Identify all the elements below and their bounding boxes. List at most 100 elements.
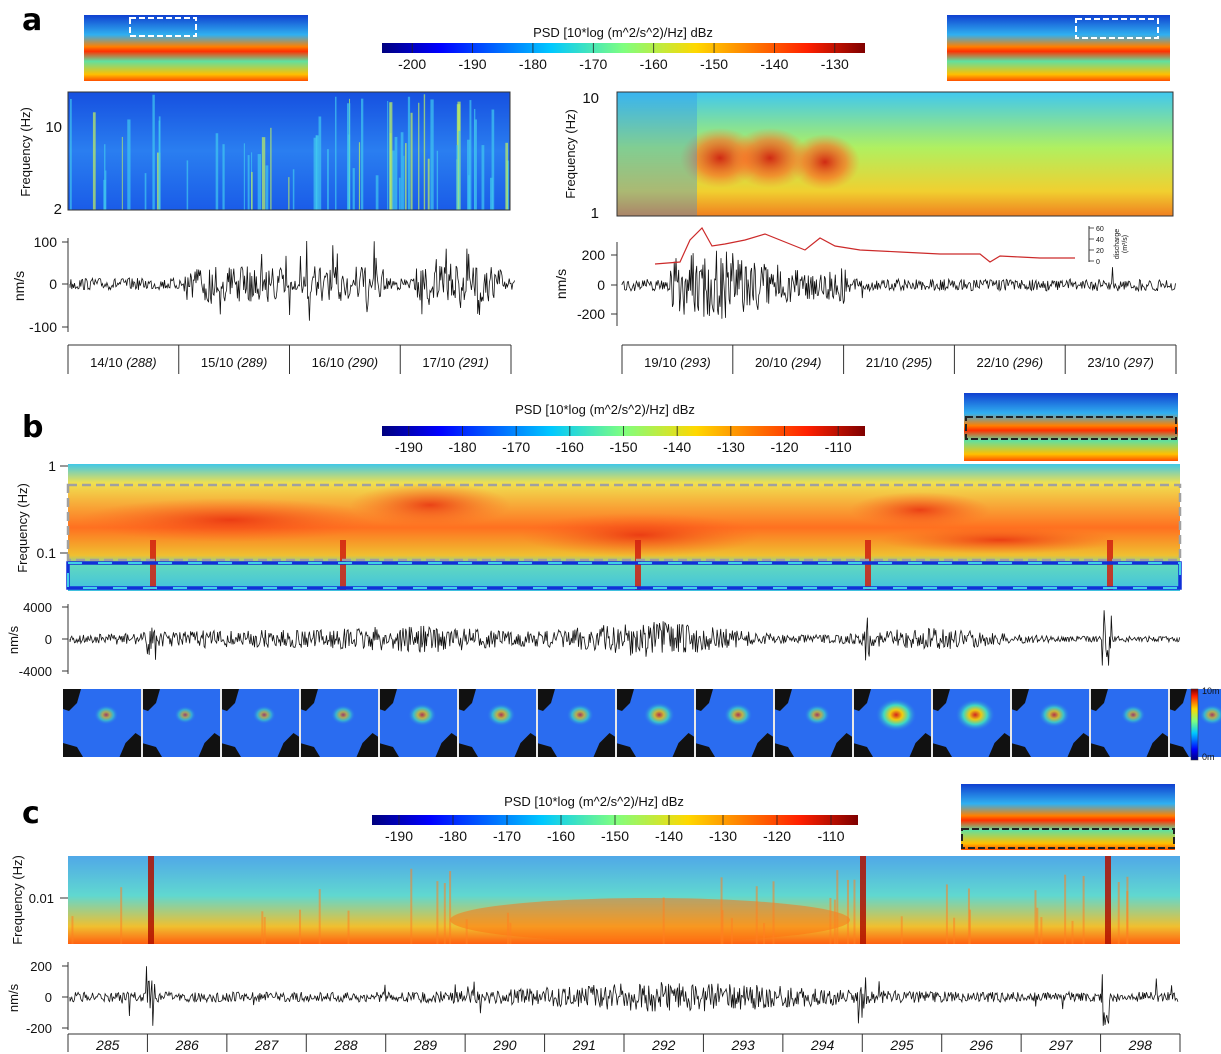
spectral-streak xyxy=(967,888,970,944)
landmass xyxy=(1146,733,1169,757)
y-tick-label: 0 xyxy=(45,990,52,1005)
landmass xyxy=(119,733,142,757)
colorbar-c: PSD [10*log (m^2/s^2)/Hz] dBz -190 -180 -1… xyxy=(372,794,858,844)
day-label: 291 xyxy=(572,1037,596,1053)
y-tick-label: 0 xyxy=(49,276,57,292)
landmass xyxy=(142,689,160,711)
landmass xyxy=(221,689,239,711)
seismic-trace-a-left: 100 0 -100 nm/s xyxy=(11,234,515,335)
landmass xyxy=(300,689,318,711)
landmass xyxy=(932,689,950,711)
spectral-energy-blob xyxy=(790,134,860,190)
colorbar-tick-label: -200 xyxy=(398,56,426,72)
wave-map-frame xyxy=(694,689,774,757)
day-label: 296 xyxy=(969,1037,994,1053)
spectral-streak xyxy=(418,102,420,210)
colorbar-title: PSD [10*log (m^2/s^2)/Hz] dBz xyxy=(533,25,713,40)
spectral-streak xyxy=(456,144,458,210)
colorbar-tick-label: -140 xyxy=(760,56,788,72)
landmass xyxy=(1011,743,1031,757)
spectral-streak xyxy=(92,112,96,210)
colorbar-b: PSD [10*log (m^2/s^2)/Hz] dBz -190 -180 -1… xyxy=(382,402,865,455)
colorbar-tick-label: -130 xyxy=(821,56,849,72)
spectral-streak xyxy=(720,877,723,944)
wave-colorbar-max: 10m xyxy=(1202,686,1220,696)
spectral-streak xyxy=(465,919,468,944)
spectral-streak xyxy=(410,112,413,210)
day-label: 292 xyxy=(651,1037,676,1053)
spectral-streak xyxy=(394,136,398,210)
spectral-streak xyxy=(1040,917,1043,944)
spectral-streak xyxy=(662,897,665,944)
spectral-streak xyxy=(144,173,147,210)
day-label: 286 xyxy=(174,1037,199,1053)
landmass xyxy=(672,733,695,757)
spectral-streak xyxy=(1126,891,1129,944)
spectral-streak xyxy=(403,155,405,210)
spectral-streak xyxy=(410,868,413,944)
day-label: 295 xyxy=(889,1037,914,1053)
landmass xyxy=(853,689,871,711)
colorbar-tick-label: -180 xyxy=(519,56,547,72)
spectral-energy-blob xyxy=(850,492,990,528)
y-tick-label: 10 xyxy=(582,90,599,107)
landmass xyxy=(63,743,83,757)
day-label: 298 xyxy=(1128,1037,1153,1053)
colorbar-tick-label: -190 xyxy=(385,828,413,844)
colorbar-tick-label: -170 xyxy=(493,828,521,844)
discharge-axis-unit: (m³/s) xyxy=(1122,235,1129,253)
day-label: 288 xyxy=(333,1037,358,1053)
spectral-streak xyxy=(263,916,266,944)
date-label: 16/10 (290) xyxy=(312,355,379,370)
spectral-streak xyxy=(833,899,836,944)
day-label: 293 xyxy=(730,1037,755,1053)
spectral-streak xyxy=(346,103,351,210)
landmass xyxy=(1090,743,1110,757)
spectral-streak xyxy=(509,922,512,944)
day-label: 285 xyxy=(95,1037,120,1053)
landmass xyxy=(909,733,932,757)
spectral-streak xyxy=(730,917,733,944)
wave-height-hotspot xyxy=(804,704,831,726)
landmass xyxy=(537,689,555,711)
spectral-streak xyxy=(257,154,262,210)
colorbar-a: PSD [10*log (m^2/s^2)/Hz] dBz -200 -190 -1… xyxy=(382,25,865,72)
spectral-streak xyxy=(436,881,439,944)
thumbnail-a-right xyxy=(947,15,1170,81)
spectral-streak xyxy=(763,923,766,944)
spectral-streak xyxy=(265,165,269,210)
wave-height-hotspot xyxy=(875,698,917,732)
spectral-streak xyxy=(458,130,461,210)
landmass xyxy=(616,689,634,711)
spectral-streak xyxy=(347,910,350,944)
colorbar-tick-label: -110 xyxy=(818,828,845,844)
wave-map-frame xyxy=(852,689,932,757)
y-tick-label: -100 xyxy=(29,319,57,335)
landmass xyxy=(537,743,557,757)
landmass xyxy=(1011,689,1029,711)
spectral-streak xyxy=(261,137,266,210)
spectral-streak xyxy=(358,142,361,210)
spectral-streak xyxy=(449,871,452,944)
colorbar-tick-label: -150 xyxy=(609,439,637,455)
y-tick-label: 100 xyxy=(34,234,58,250)
thumbnail-highlight-box xyxy=(961,828,1175,849)
spectral-streak xyxy=(853,879,856,944)
y-axis-label: nm/s xyxy=(6,625,21,654)
landmass xyxy=(379,743,399,757)
wave-height-hotspot xyxy=(1038,702,1070,728)
landmass xyxy=(751,733,774,757)
y-axis-label: Frequency (Hz) xyxy=(15,483,30,573)
wave-height-hotspot xyxy=(1199,704,1221,726)
panel-label-b: b xyxy=(22,410,43,445)
date-label: 21/10 (295) xyxy=(866,355,933,370)
landmass xyxy=(1090,689,1108,711)
wave-height-hotspot xyxy=(93,705,119,725)
spectral-streak xyxy=(755,886,758,944)
spectral-streak xyxy=(1071,920,1074,944)
seismic-trace-c: 200 0 -200 nm/s xyxy=(6,959,1179,1036)
y-tick-label: 1 xyxy=(591,205,599,222)
landmass xyxy=(277,733,300,757)
colorbar-tick-label: -160 xyxy=(547,828,575,844)
landmass xyxy=(514,733,537,757)
